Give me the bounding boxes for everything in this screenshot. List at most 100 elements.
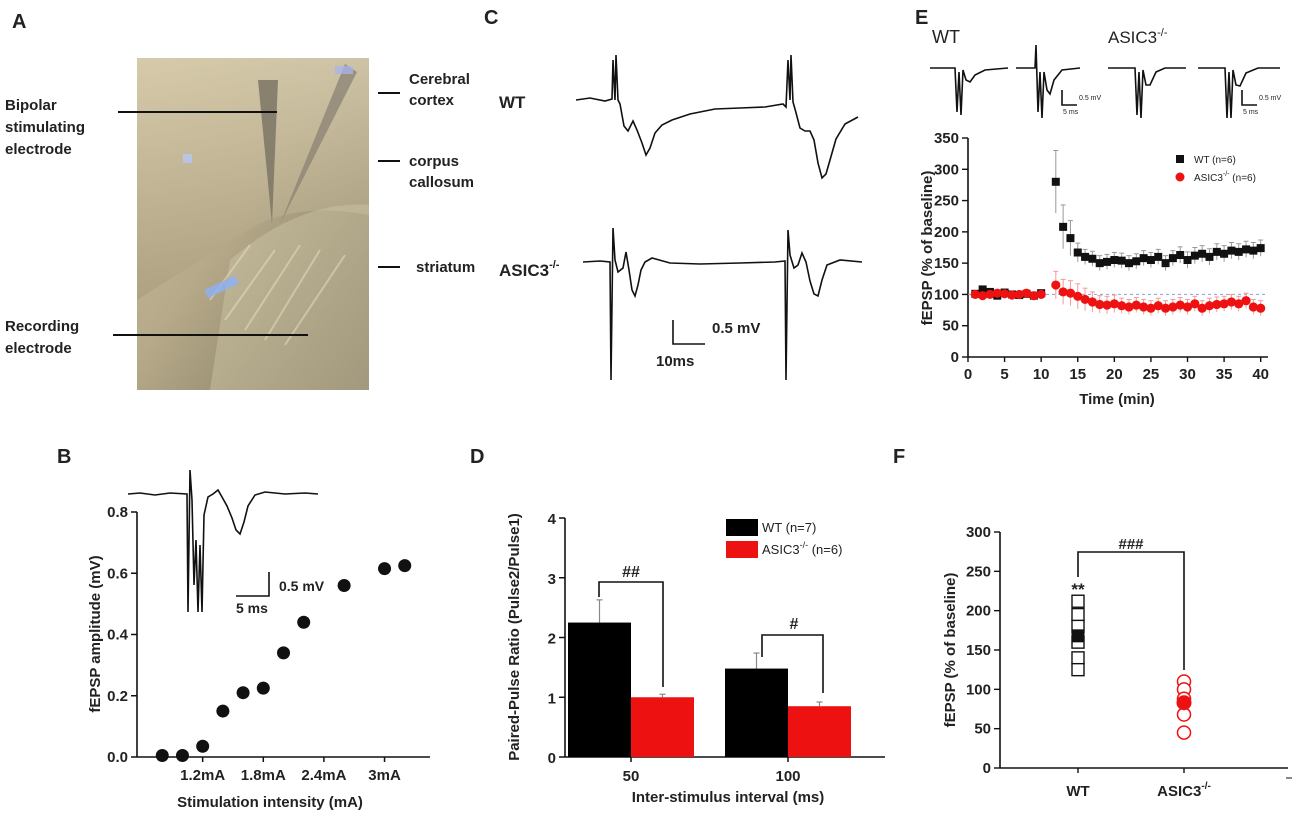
b-data-point [196,739,210,753]
e-asic3-point [1109,299,1119,309]
panel-label-b: B [57,446,71,468]
e-trace-wt-baseline [930,67,1009,116]
d-y-axis-title: Paired-Pulse Ratio (Pulse2/Pulse1) [506,513,523,761]
e-scale-time-1: 5 ms [1063,109,1079,116]
e-asic3-point [1051,280,1061,290]
cortex-label: Cerebral cortex [409,71,474,109]
e-wt-point [1117,256,1126,265]
b-y-tick-label: 0.4 [107,627,129,644]
e-x-tick-label: 5 [1000,366,1008,383]
e-asic3-point [1014,289,1024,300]
e-wt-point [1110,256,1119,265]
f-asic3-individual-point [1176,725,1192,740]
b-data-point [175,748,189,762]
d-y-tick-label: 3 [548,571,556,588]
e-asic3-point [992,288,1002,298]
b-x-axis-title: Stimulation intensity (mA) [177,794,363,811]
e-trace-asic3-baseline [1108,67,1186,119]
e-wt-point [1073,248,1082,257]
d-annotation-100: # [790,616,799,633]
d-x-tick-label: 100 [775,768,800,785]
e-asic3-point [1256,303,1266,313]
f-category-asic3: ASIC3-/- [1157,781,1211,800]
b-data-point [378,562,392,576]
e-wt-point [1132,257,1141,266]
e-x-tick-label: 30 [1179,366,1196,383]
e-wt-point [1124,259,1133,268]
b-y-tick-label: 0.8 [107,504,128,521]
d-annotation-50: ## [622,564,640,581]
panel-label-e: E [915,7,928,29]
e-wt-point [1190,251,1199,260]
f-y-axis-title: fEPSP (% of baseline) [942,573,959,728]
panel-c: C WT ASIC3-/- 0.5 mV 10ms [484,7,863,381]
d-legend-asic3: ASIC3-/- (n=6) [762,540,842,557]
e-asic3-point [1095,299,1105,310]
striatum-label: striatum [416,259,475,276]
e-x-tick-label: 10 [1033,366,1050,383]
e-asic3-point [1234,299,1244,309]
e-asic3-point [1182,302,1193,312]
panel-a: A Bipolar stimulating electrode Recordin… [5,11,475,390]
e-asic3-point [1021,288,1032,298]
e-asic3-point [1139,302,1149,312]
e-asic3-point [1087,297,1097,307]
e-asic3-point [1204,301,1215,311]
e-data-marks [970,150,1266,316]
f-data-marks [1071,594,1292,779]
e-x-tick-label: 35 [1216,366,1233,383]
d-x-axis-title: Inter-stimulus interval (ms) [632,789,825,806]
e-wt-point [1146,256,1155,265]
panel-e: E WT ASIC3-/- 0.5 mV 5 ms 0.5 mV 5 ms 0 5… [915,7,1282,408]
b-inset-scale-bar [236,572,270,597]
e-wt-point [1051,177,1060,186]
f-wt-individual-point [1071,607,1085,622]
e-asic3-point [1248,302,1258,312]
b-data-point [277,646,290,660]
e-y-ticks: 0 50 100 150 200 250 300 350 [934,130,968,366]
f-wt-individual-point [1071,651,1085,665]
panel-b: B 0.0 0.2 0.4 0.6 0.8 1.2mA 1.8mA 2.4mA 3mA 0.5… [57,446,430,811]
b-data-point [155,748,169,762]
d-legend-wt: WT (n=7) [762,520,816,535]
f-y-tick-label: 300 [966,524,991,541]
d-bracket-100 [761,634,824,693]
e-y-tick-label: 100 [934,286,959,303]
e-wt-point [1205,252,1214,261]
e-asic3-point [985,289,995,300]
e-y-tick-label: 0 [951,349,959,366]
e-asic3-point [999,289,1010,299]
e-scale-time-2: 5 ms [1243,109,1259,116]
e-wt-point [1168,254,1177,263]
e-wt-point [1249,246,1258,255]
e-y-axis-title: fEPSP (% of baseline) [919,171,936,326]
d-y-tick-label: 0 [548,750,556,767]
f-y-tick-label: 150 [966,642,991,659]
panel-label-f: F [893,446,905,468]
b-y-ticks: 0.0 0.2 0.4 0.6 0.8 [107,504,137,766]
d-y-tick-label: 1 [548,690,556,707]
e-wt-point [1139,254,1148,263]
e-wt-point [1220,249,1229,258]
d-bracket-50 [598,581,664,687]
e-asic3-point [1117,301,1127,311]
e-x-tick-label: 25 [1143,366,1160,383]
f-asic3-mean-point [1176,695,1192,711]
c-scale-voltage: 0.5 mV [712,320,760,337]
e-trace-asic3-ltp [1198,67,1280,119]
e-wt-point [1176,251,1185,260]
e-asic3-point [1175,300,1185,310]
e-x-axis-title: Time (min) [1079,391,1155,408]
e-x-tick-label: 15 [1069,366,1086,383]
d-bar [725,668,788,757]
b-y-tick-label: 0.2 [107,688,128,705]
e-wt-point [1103,257,1112,266]
b-data-point [337,579,351,592]
e-asic3-point [1168,302,1178,312]
e-asic3-point [978,291,988,301]
b-x-tick-label: 1.8mA [241,767,286,784]
e-wt-point [1066,234,1075,243]
e-y-tick-label: 200 [934,224,959,241]
e-scale-bar-1 [1061,90,1077,106]
b-data-point [256,681,270,695]
